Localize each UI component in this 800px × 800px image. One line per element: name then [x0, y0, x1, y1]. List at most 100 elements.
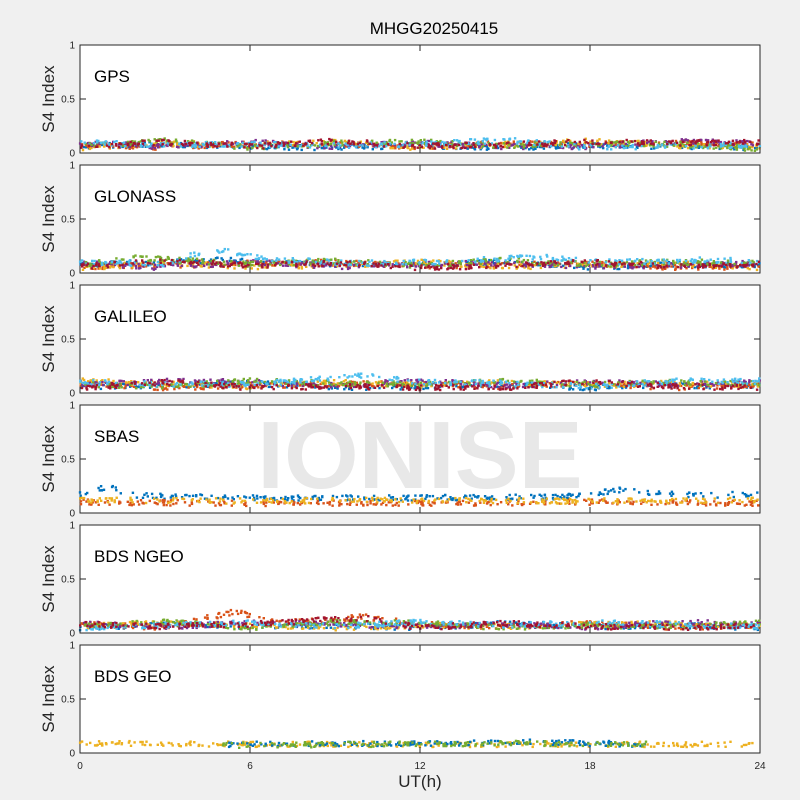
data-point	[372, 145, 375, 148]
data-point	[683, 380, 686, 383]
data-point	[302, 144, 305, 147]
data-point	[153, 266, 156, 269]
data-point	[368, 260, 371, 264]
data-point	[122, 141, 126, 144]
data-point	[134, 259, 138, 262]
data-point	[533, 264, 536, 267]
data-point	[668, 382, 671, 385]
data-point	[292, 258, 295, 262]
data-point	[147, 259, 150, 263]
data-point	[634, 148, 637, 151]
data-point	[662, 258, 665, 261]
data-point	[531, 264, 534, 267]
data-point	[646, 265, 650, 268]
data-point	[284, 141, 288, 144]
data-point	[133, 261, 136, 264]
data-point	[166, 255, 170, 259]
data-point	[418, 263, 422, 266]
data-point	[241, 262, 244, 265]
data-point	[461, 259, 464, 263]
data-point	[372, 385, 375, 388]
data-point	[720, 265, 724, 268]
data-point	[715, 387, 719, 390]
data-point	[99, 387, 103, 391]
data-point	[510, 379, 514, 383]
data-point	[729, 141, 732, 144]
data-point	[146, 261, 150, 265]
data-point	[606, 148, 609, 151]
data-point	[170, 258, 174, 262]
data-point	[178, 386, 181, 390]
data-point	[152, 388, 156, 391]
data-point	[642, 386, 645, 390]
data-point	[246, 148, 249, 151]
data-point	[236, 253, 239, 256]
data-point	[623, 265, 627, 268]
data-point	[335, 143, 338, 147]
data-point	[373, 265, 376, 268]
data-point	[746, 261, 750, 264]
data-point	[230, 260, 233, 263]
data-point	[705, 386, 708, 389]
data-point	[485, 137, 489, 141]
data-point	[530, 146, 533, 150]
data-point	[551, 256, 555, 260]
data-point	[120, 379, 123, 383]
data-point	[708, 387, 711, 390]
data-point	[573, 140, 577, 144]
data-point	[251, 146, 254, 150]
data-point	[472, 142, 475, 145]
data-point	[295, 265, 298, 269]
data-point	[403, 379, 406, 382]
data-point	[522, 258, 526, 262]
data-point	[474, 143, 478, 147]
data-point	[581, 388, 584, 392]
data-point	[678, 384, 681, 387]
data-point	[401, 144, 405, 147]
data-point	[365, 383, 368, 386]
data-point	[536, 264, 539, 267]
data-point	[329, 139, 332, 142]
data-point	[340, 148, 343, 151]
data-point	[658, 144, 662, 147]
data-point	[607, 265, 610, 268]
data-point	[666, 143, 669, 146]
data-point	[755, 268, 759, 272]
data-point	[449, 266, 452, 270]
data-point	[504, 264, 507, 267]
data-point	[308, 140, 312, 143]
data-point	[736, 143, 739, 147]
data-point	[518, 263, 521, 267]
data-point	[669, 141, 673, 145]
data-point	[682, 382, 685, 385]
data-point	[387, 263, 390, 266]
data-point	[319, 382, 322, 386]
data-point	[610, 141, 613, 144]
data-point	[590, 145, 594, 148]
data-point	[82, 260, 86, 263]
data-point	[473, 386, 476, 389]
data-point	[119, 261, 123, 264]
data-point	[198, 379, 201, 382]
data-point	[437, 268, 441, 271]
data-point	[591, 139, 594, 142]
data-point	[721, 144, 725, 148]
data-point	[645, 143, 649, 146]
data-point	[751, 144, 755, 147]
data-point	[468, 383, 471, 386]
data-point	[539, 144, 542, 147]
data-point	[411, 147, 414, 150]
data-point	[506, 260, 509, 264]
data-point	[456, 143, 459, 146]
data-point	[443, 384, 447, 387]
data-point	[126, 382, 129, 385]
data-point	[685, 267, 688, 270]
data-point	[192, 260, 196, 264]
data-point	[709, 382, 712, 385]
data-point	[78, 142, 82, 145]
data-point	[351, 380, 355, 384]
data-point	[726, 259, 730, 262]
data-point	[508, 144, 511, 148]
data-point	[679, 266, 683, 269]
data-point	[302, 381, 306, 384]
